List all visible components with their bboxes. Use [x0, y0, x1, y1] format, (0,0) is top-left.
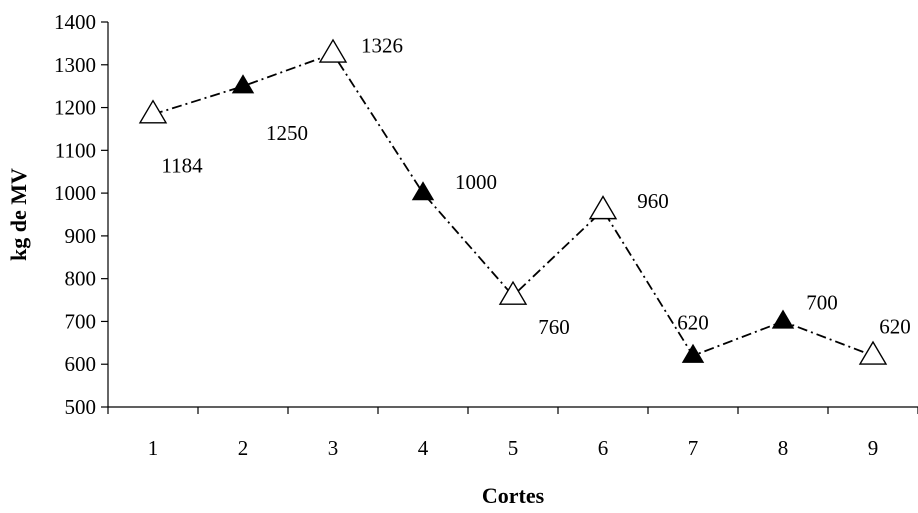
y-tick-label: 1400 [54, 10, 96, 34]
open-triangle-marker [498, 280, 528, 305]
y-tick-label: 1200 [54, 96, 96, 120]
y-tick-label: 900 [65, 224, 97, 248]
data-labels: 1184 1250 1326 1000 760 960 620 700 620 [161, 34, 910, 339]
x-tick-label: 8 [778, 436, 789, 460]
open-triangle-marker [588, 195, 618, 220]
data-label: 760 [538, 315, 570, 339]
y-axis-ticks: 500 600 700 800 900 1000 1100 1200 1300 1400 [54, 10, 108, 419]
x-tick-label: 9 [868, 436, 879, 460]
y-axis-title: kg de MV [6, 168, 31, 261]
y-tick-label: 800 [65, 267, 97, 291]
filled-triangle-marker [231, 74, 255, 94]
x-axis-ticks: 1 2 3 4 5 6 7 8 9 [107, 407, 918, 460]
x-tick-label: 7 [688, 436, 699, 460]
x-tick-label: 1 [148, 436, 159, 460]
y-tick-label: 700 [65, 309, 97, 333]
data-label: 620 [879, 315, 911, 339]
y-tick-label: 1000 [54, 181, 96, 205]
y-tick-label: 1300 [54, 53, 96, 77]
x-tick-label: 6 [598, 436, 609, 460]
x-axis-title: Cortes [482, 483, 545, 508]
data-label: 1326 [361, 34, 403, 58]
x-tick-label: 3 [328, 436, 339, 460]
x-tick-label: 2 [238, 436, 249, 460]
y-tick-label: 1100 [55, 138, 96, 162]
series-line [152, 52, 874, 357]
data-label: 960 [637, 189, 669, 213]
open-triangle-marker [858, 340, 888, 365]
filled-triangle-marker [681, 343, 705, 363]
data-label: 1184 [161, 153, 203, 177]
x-tick-label: 4 [418, 436, 429, 460]
data-label: 620 [677, 311, 709, 335]
open-triangle-marker [138, 99, 168, 124]
data-markers [138, 38, 888, 365]
y-tick-label: 600 [65, 352, 97, 376]
y-tick-label: 500 [65, 395, 97, 419]
open-triangle-marker [318, 38, 348, 63]
data-label: 1250 [266, 121, 308, 145]
filled-triangle-marker [411, 181, 435, 201]
data-label: 1000 [455, 170, 497, 194]
data-label: 700 [806, 290, 838, 314]
x-tick-label: 5 [508, 436, 519, 460]
filled-triangle-marker [771, 309, 795, 329]
